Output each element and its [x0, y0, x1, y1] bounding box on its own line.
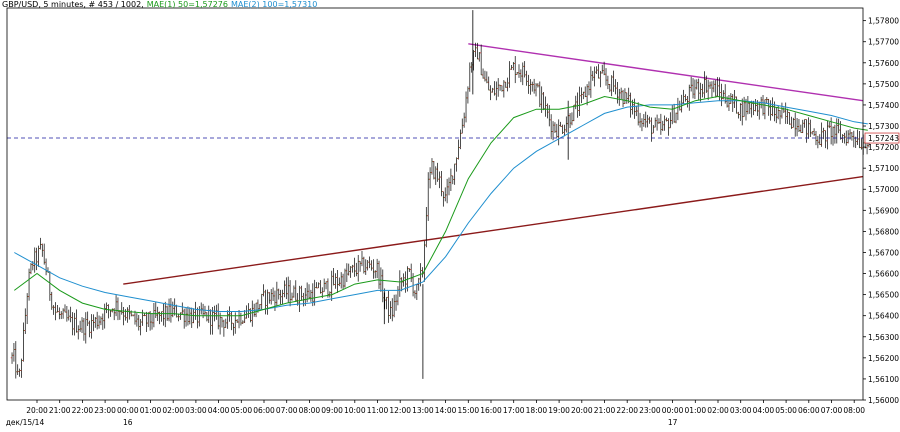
- current-price-line: 1,57243: [7, 132, 900, 144]
- y-tick-label: 1,56300: [868, 333, 899, 342]
- y-axis: 1,57800 1,57700 1,57600 1,57500 1,57400 1,573…: [863, 17, 899, 405]
- y-tick-label: 1,56500: [868, 291, 899, 300]
- x-tick-label: 02:00: [162, 406, 184, 415]
- moving-averages: [14, 95, 868, 317]
- x-tick-label: 05:00: [230, 406, 252, 415]
- y-tick-label: 1,57000: [868, 185, 899, 194]
- x-tick-label: 23:00: [639, 406, 661, 415]
- y-tick-label: 1,56100: [868, 375, 899, 384]
- x-tick-label: 03:00: [730, 406, 752, 415]
- y-tick-label: 1,56800: [868, 227, 899, 236]
- x-tick-label: 20:00: [26, 406, 48, 415]
- x-tick-label: 03:00: [185, 406, 207, 415]
- x-tick-label: 23:00: [94, 406, 116, 415]
- x-tick-label: 22:00: [72, 406, 94, 415]
- x-tick-label: 04:00: [753, 406, 775, 415]
- x-tick-label: 20:00: [571, 406, 593, 415]
- current-price-box: [864, 132, 900, 144]
- y-tick-label: 1,57200: [868, 143, 899, 152]
- x-tick-label: 00:00: [117, 406, 139, 415]
- y-tick-label: 1,57100: [868, 164, 899, 173]
- y-tick-label: 1,56900: [868, 206, 899, 215]
- x-tick-label: 07:00: [276, 406, 298, 415]
- x-tick-label: 21:00: [594, 406, 616, 415]
- x-tick-label: 00:00: [662, 406, 684, 415]
- y-tick-label: 1,57400: [868, 101, 899, 110]
- bar-counter: , # 453 / 1002,: [83, 0, 143, 9]
- current-price-label: 1,57243: [868, 134, 899, 143]
- x-tick-label: 12:00: [389, 406, 411, 415]
- x-tick-label: 07:00: [821, 406, 843, 415]
- ma50-line: [14, 95, 868, 317]
- y-tick-label: 1,56700: [868, 248, 899, 257]
- x-tick-label: 08:00: [843, 406, 865, 415]
- price-bars: [10, 10, 871, 379]
- x-tick-label: 10:00: [344, 406, 366, 415]
- plot-frame: [6, 7, 864, 401]
- y-tick-label: 1,57600: [868, 59, 899, 68]
- x-tick-label: 22:00: [616, 406, 638, 415]
- trendline-support: [123, 175, 864, 285]
- x-tick-label: 16:00: [480, 406, 502, 415]
- y-tick-label: 1,57700: [868, 38, 899, 47]
- x-tick-label: 05:00: [775, 406, 797, 415]
- x-axis: 20:00 21:00 22:00 23:00 00:00 01:00 02:00 03:00…: [6, 400, 865, 427]
- y-tick-label: 1,56000: [868, 396, 899, 405]
- x-tick-label: 08:00: [299, 406, 321, 415]
- date-label: 16: [123, 418, 133, 427]
- chart-header: GBP/USD, 5 minutes, # 453 / 1002, MAE(1) …: [2, 0, 317, 9]
- x-tick-label: 18:00: [526, 406, 548, 415]
- x-tick-label: 04:00: [208, 406, 230, 415]
- x-tick-label: 19:00: [548, 406, 570, 415]
- x-tick-label: 06:00: [798, 406, 820, 415]
- x-tick-label: 09:00: [321, 406, 343, 415]
- y-tick-label: 1,57300: [868, 122, 899, 131]
- date-label: 17: [668, 418, 678, 427]
- x-tick-label: 14:00: [435, 406, 457, 415]
- x-tick-label: 17:00: [503, 406, 525, 415]
- y-tick-label: 1,56600: [868, 270, 899, 279]
- y-tick-label: 1,56200: [868, 354, 899, 363]
- timeframe-label: , 5 minutes: [38, 0, 83, 9]
- trendline-resistance: [468, 43, 864, 102]
- x-tick-label: 01:00: [684, 406, 706, 415]
- x-tick-label: 01:00: [140, 406, 162, 415]
- x-tick-label: 21:00: [49, 406, 71, 415]
- symbol-label: GBP/USD: [2, 0, 38, 9]
- ma50-legend: MAE(1) 50=1,57276: [147, 0, 228, 9]
- y-tick-label: 1,57500: [868, 80, 899, 89]
- x-tick-label: 15:00: [457, 406, 479, 415]
- x-tick-label: 06:00: [253, 406, 275, 415]
- x-tick-label: 11:00: [367, 406, 389, 415]
- trendlines: [123, 43, 864, 285]
- y-tick-label: 1,57800: [868, 17, 899, 26]
- ma100-line: [14, 100, 868, 312]
- x-tick-label: 02:00: [707, 406, 729, 415]
- ma100-legend: MAE(2) 100=1,57310: [231, 0, 317, 9]
- x-tick-label: 13:00: [412, 406, 434, 415]
- y-tick-label: 1,56400: [868, 312, 899, 321]
- date-label: дек/15/14: [6, 418, 45, 427]
